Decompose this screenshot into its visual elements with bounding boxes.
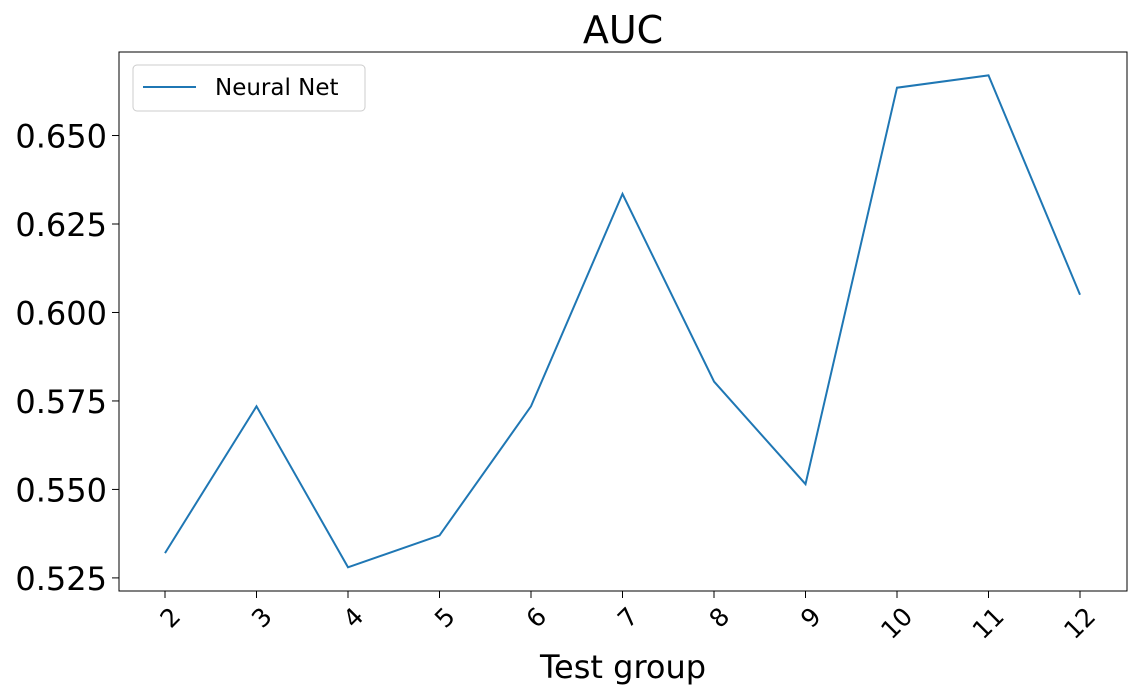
x-tick-label: 4 xyxy=(338,602,370,634)
y-tick-label: 0.550 xyxy=(15,471,107,509)
x-tick-label: 3 xyxy=(246,602,278,634)
y-tick-label: 0.650 xyxy=(15,118,107,156)
legend: Neural Net xyxy=(132,64,366,112)
legend-label-neural-net: Neural Net xyxy=(215,75,339,101)
x-tick-label: 2 xyxy=(155,602,187,634)
x-tick-label: 5 xyxy=(429,602,461,634)
y-axis: 0.525 0.550 0.575 0.600 0.625 0.650 xyxy=(15,118,119,598)
legend-box xyxy=(132,64,366,112)
chart-title: AUC xyxy=(583,8,663,52)
x-axis-label: Test group xyxy=(539,648,706,686)
plot-area-frame xyxy=(118,51,1128,592)
x-tick-label: 8 xyxy=(704,602,736,634)
x-tick-label: 11 xyxy=(967,602,1010,645)
x-tick-label: 10 xyxy=(875,602,918,645)
x-tick-label: 7 xyxy=(612,602,644,634)
series-line-neural-net xyxy=(164,74,1081,569)
x-tick-label: 12 xyxy=(1058,602,1101,645)
x-axis: 2 3 4 5 6 7 8 9 10 11 12 xyxy=(155,591,1101,645)
y-tick-label: 0.575 xyxy=(15,383,107,421)
y-tick-label: 0.600 xyxy=(15,294,107,332)
x-tick-label: 6 xyxy=(521,602,553,634)
x-tick-label: 9 xyxy=(795,602,827,634)
y-tick-label: 0.525 xyxy=(15,560,107,598)
y-tick-label: 0.625 xyxy=(15,206,107,244)
